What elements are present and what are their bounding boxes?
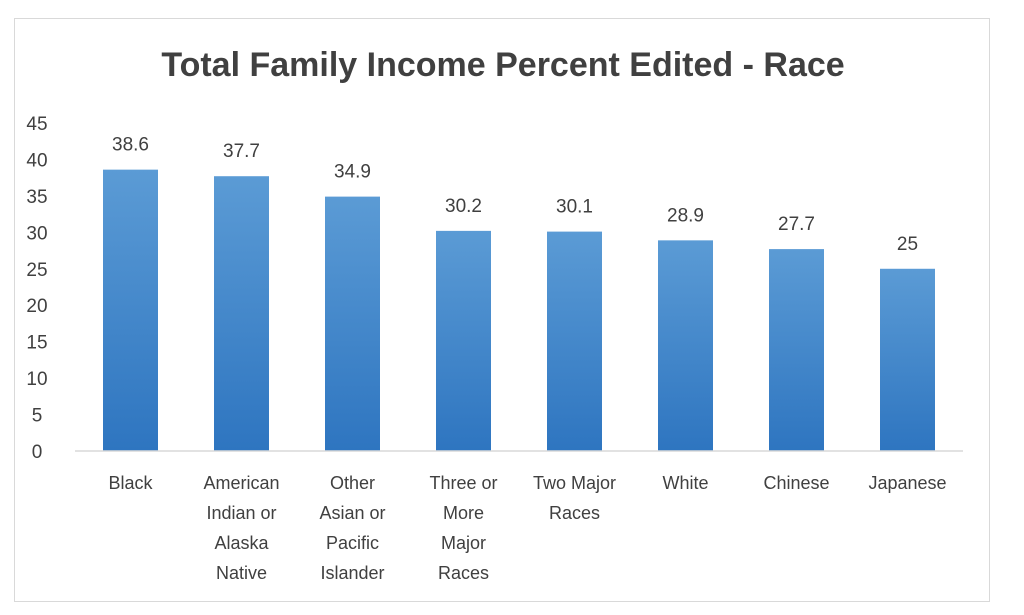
bar	[880, 268, 935, 451]
y-tick-label: 35	[26, 187, 47, 208]
bar	[214, 176, 269, 451]
bar-value-label: 28.9	[667, 205, 704, 226]
bar	[436, 230, 491, 451]
y-tick-label: 25	[26, 260, 47, 281]
y-tick-label: 20	[26, 296, 47, 317]
y-tick-label: 5	[32, 406, 43, 427]
bar-value-label: 34.9	[334, 162, 371, 183]
bar	[103, 169, 158, 451]
y-tick-label: 30	[26, 223, 47, 244]
bar	[547, 231, 602, 451]
chart-title: Total Family Income Percent Edited - Rac…	[161, 46, 844, 84]
bar	[769, 249, 824, 451]
y-tick-label: 15	[26, 333, 47, 354]
bar-value-label: 25	[897, 234, 918, 255]
x-tick-label: Two Major Races	[533, 473, 616, 523]
x-tick-label: Three or More Major Races	[429, 473, 497, 583]
x-tick-label: Japanese	[868, 473, 946, 493]
bar-value-label: 27.7	[778, 214, 815, 235]
x-tick-label: Black	[108, 473, 153, 493]
y-tick-label: 40	[26, 150, 47, 171]
bar-value-label: 30.1	[556, 197, 593, 218]
x-tick-label: White	[662, 473, 708, 493]
x-tick-label: Other Asian or Pacific Islander	[319, 473, 385, 583]
data-labels: 38.6 37.7 34.9 30.2 30.1 28.9 27.7 25	[112, 135, 918, 255]
x-tick-label: American Indian or Alaska Native	[203, 473, 279, 583]
bar	[658, 240, 713, 451]
bar-value-label: 38.6	[112, 135, 149, 156]
x-axis-labels: Black American Indian or Alaska Native Other A…	[108, 473, 946, 583]
x-tick-label: Chinese	[763, 473, 829, 493]
bar-value-label: 30.2	[445, 196, 482, 217]
bar-chart: Total Family Income Percent Edited - Rac…	[26, 46, 963, 583]
bar	[325, 196, 380, 451]
y-tick-label: 45	[26, 114, 47, 135]
bar-value-label: 37.7	[223, 141, 260, 162]
y-tick-label: 0	[32, 442, 43, 463]
bars	[103, 169, 935, 451]
chart-frame: Total Family Income Percent Edited - Rac…	[14, 18, 990, 602]
y-tick-label: 10	[26, 369, 47, 390]
y-axis-ticks: 0 5 10 15 20 25 30 35 40 45	[26, 114, 47, 463]
